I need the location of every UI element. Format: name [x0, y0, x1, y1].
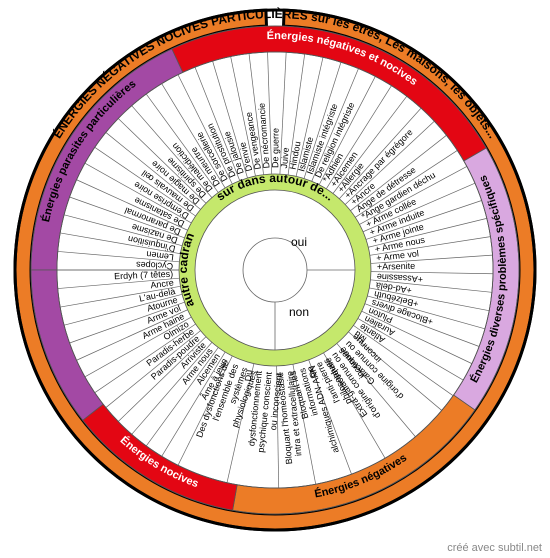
footer-credit: créé avec subtil.net — [447, 542, 542, 554]
svg-text:non: non — [289, 305, 309, 319]
pendulum-chart: ÉNERGIES NÉGATIVES NOCIVES PARTICULIÈRES… — [0, 0, 550, 558]
svg-text:oui: oui — [291, 235, 307, 249]
svg-text:+Arsenite: +Arsenite — [377, 261, 416, 272]
